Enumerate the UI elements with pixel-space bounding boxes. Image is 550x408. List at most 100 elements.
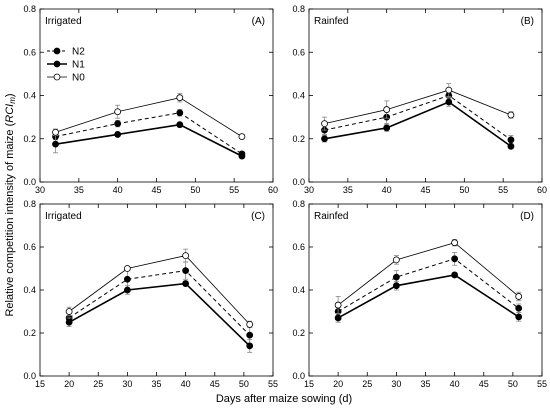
x-tick-label: 60 (268, 185, 278, 195)
data-point-n1 (451, 271, 459, 279)
y-tick-label: 0.4 (292, 285, 305, 295)
plot-frame (308, 8, 543, 183)
panel-condition-label: Irrigated (45, 211, 82, 222)
data-point-n0 (392, 256, 400, 264)
data-point-n2 (246, 331, 254, 339)
series-line-n1 (324, 101, 512, 147)
data-point-n0 (182, 252, 190, 260)
y-tick-label: 0.4 (23, 91, 36, 101)
series-line-n2 (68, 270, 251, 336)
data-point-n2 (451, 255, 459, 263)
y-tick-label: 0.8 (23, 199, 36, 209)
x-tick-label: 50 (508, 379, 518, 389)
legend-label-n2: N2 (72, 47, 85, 58)
x-tick-label: 30 (391, 379, 401, 389)
data-point-n2 (507, 136, 515, 144)
data-point-n0 (114, 108, 122, 116)
data-point-n0 (65, 308, 73, 315)
series-line-n2 (55, 112, 243, 155)
data-point-n0 (246, 320, 254, 328)
data-point-n2 (392, 273, 400, 281)
data-point-n1 (392, 282, 400, 290)
data-point-n2 (123, 275, 131, 283)
y-tick-label: 0.6 (23, 47, 36, 57)
series-line-n1 (55, 123, 243, 157)
x-tick-label: 35 (151, 379, 161, 389)
data-point-n0 (445, 86, 453, 94)
chart-panel-1: 0.0 0.2 0.4 0.6 0.8 30 35 40 45 50 55 60 Irrigated (A… (23, 4, 278, 195)
x-tick-label: 35 (420, 379, 430, 389)
chart-panel-2: 0.0 0.2 0.4 0.6 0.8 30 35 40 45 50 55 60 Rainfed (B) (292, 4, 547, 195)
data-point-n0 (507, 111, 515, 119)
y-tick-label: 0.6 (23, 242, 36, 252)
y-tick-label: 0.4 (292, 91, 305, 101)
y-tick-label: 0.2 (23, 328, 36, 338)
x-tick-label: 25 (93, 379, 103, 389)
legend-label-n1: N1 (72, 60, 85, 71)
chart-panel-3: 0.0 0.2 0.4 0.6 0.8 15 20 25 30 35 40 45 50 55 Irrigat… (23, 199, 278, 389)
data-point-n1 (176, 121, 184, 129)
x-tick-label: 50 (190, 185, 200, 195)
data-point-n1 (65, 318, 73, 326)
data-point-n1 (123, 286, 131, 294)
x-tick-label: 45 (151, 185, 161, 195)
series-line-n1 (337, 274, 520, 319)
data-point-n2 (114, 120, 122, 128)
x-tick-label: 40 (450, 379, 460, 389)
x-tick-label: 55 (537, 379, 547, 389)
data-point-n1 (445, 98, 453, 106)
series-line-n0 (55, 97, 243, 137)
chart-panel-4: 0.0 0.2 0.4 0.6 0.8 15 20 25 30 35 40 45 50 55 Rainfed… (292, 199, 547, 389)
panel-letter-label: (A) (252, 16, 265, 27)
x-tick-label: 40 (382, 185, 392, 195)
data-point-n1 (334, 314, 342, 322)
data-point-n0 (321, 120, 328, 128)
x-tick-label: 40 (181, 379, 191, 389)
x-tick-label: 45 (210, 379, 220, 389)
series-line-n0 (68, 255, 250, 325)
x-tick-label: 20 (64, 379, 74, 389)
data-point-n0 (515, 293, 523, 300)
x-tick-label: 30 (122, 379, 132, 389)
legend-label-n0: N0 (72, 73, 85, 84)
x-tick-label: 30 (35, 185, 45, 195)
y-tick-label: 0.0 (292, 371, 305, 381)
y-tick-label: 0.6 (292, 47, 305, 57)
y-tick-label: 0.0 (23, 177, 36, 187)
data-point-n0 (451, 239, 459, 247)
x-tick-label: 55 (229, 185, 239, 195)
data-point-n1 (383, 124, 391, 132)
data-point-n0 (238, 133, 246, 140)
x-tick-label: 45 (420, 185, 430, 195)
data-point-n2 (515, 304, 523, 312)
y-tick-label: 0.0 (292, 177, 305, 187)
x-tick-label: 55 (498, 185, 508, 195)
panel-letter-label: (B) (521, 16, 534, 27)
y-tick-label: 0.8 (23, 4, 36, 14)
data-point-n1 (238, 152, 246, 160)
plot-frame (308, 203, 543, 377)
legend-marker-n0 (53, 73, 61, 81)
x-tick-label: 40 (113, 185, 123, 195)
legend-marker-n2 (53, 47, 61, 55)
x-tick-label: 45 (479, 379, 489, 389)
series-line-n0 (324, 89, 512, 124)
panel-condition-label: Irrigated (45, 16, 82, 27)
y-tick-label: 0.2 (292, 134, 305, 144)
y-tick-label: 0.6 (292, 242, 305, 252)
data-point-n1 (515, 313, 523, 321)
panels: 0.0 0.2 0.4 0.6 0.8 30 35 40 45 50 55 60 Irrigated (A… (23, 4, 547, 389)
series-line-n2 (337, 258, 520, 312)
series-line-n0 (337, 242, 519, 306)
data-point-n0 (383, 106, 391, 113)
data-point-n1 (182, 280, 190, 287)
x-tick-label: 50 (239, 379, 249, 389)
series-line-n2 (324, 94, 512, 141)
y-tick-label: 0.2 (292, 328, 305, 338)
x-axis-label: Days after maize sowing (d) (216, 393, 352, 405)
data-point-n0 (52, 128, 59, 136)
x-tick-label: 60 (537, 185, 547, 195)
y-tick-label: 0.0 (23, 371, 36, 381)
x-tick-label: 15 (304, 379, 314, 389)
